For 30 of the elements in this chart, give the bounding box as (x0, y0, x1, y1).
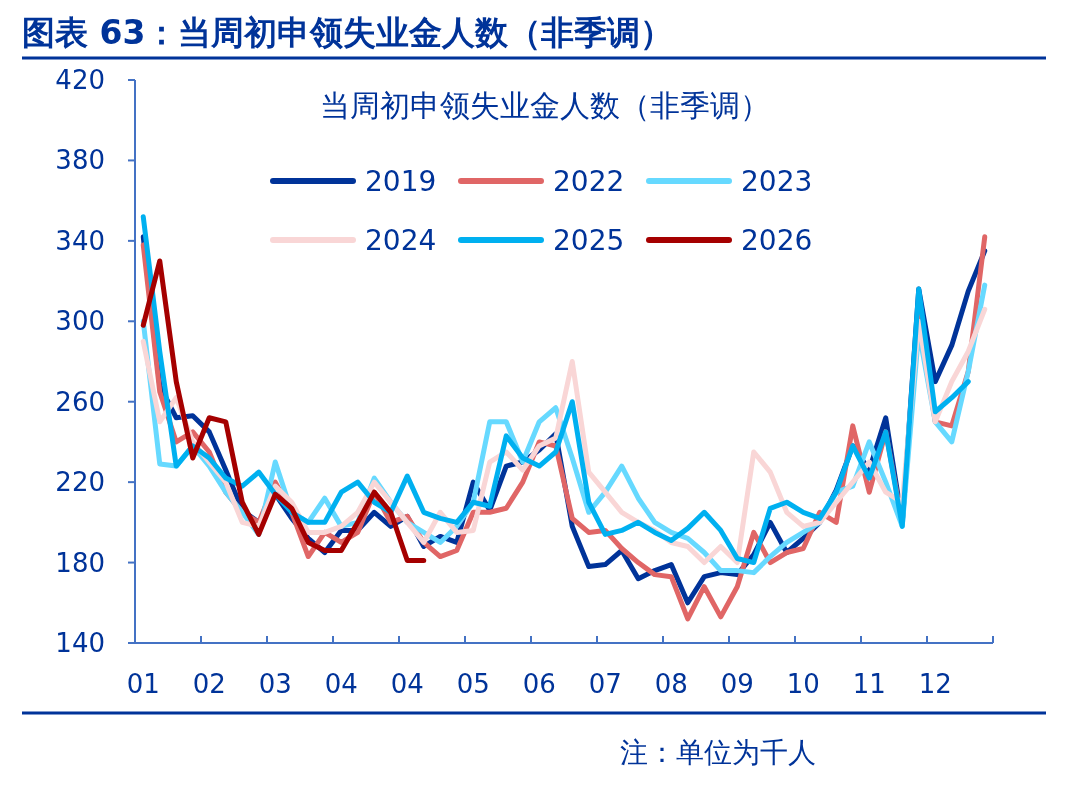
y-tick-label: 180 (55, 547, 105, 578)
x-tick-label: 04 (324, 669, 358, 699)
x-tick-label: 09 (720, 669, 754, 699)
legend-label: 2022 (553, 165, 625, 198)
y-tick-label: 420 (55, 65, 105, 95)
x-tick-label: 08 (654, 669, 688, 699)
x-tick-label: 04 (390, 669, 424, 699)
y-tick-label: 380 (55, 145, 105, 176)
y-tick-label: 260 (55, 386, 105, 417)
legend-label: 2026 (741, 224, 813, 257)
chart-title: 图表 63：当周初申领失业金人数（非季调） (22, 13, 674, 52)
x-tick-label: 06 (522, 669, 556, 699)
legend-label: 2024 (365, 224, 437, 257)
legend-label: 2025 (553, 224, 625, 257)
x-tick-label: 02 (192, 669, 226, 699)
y-tick-label: 300 (55, 306, 105, 337)
chart-subtitle: 当周初申领失业金人数（非季调） (320, 88, 770, 123)
x-tick-label: 11 (852, 669, 886, 699)
y-tick-label: 140 (55, 628, 105, 658)
legend-label: 2023 (741, 165, 813, 198)
legend-label: 2019 (365, 165, 437, 198)
text: 注：单位为千人 (620, 736, 816, 769)
x-tick-label: 01 (126, 669, 160, 699)
y-tick-label: 340 (55, 225, 105, 256)
x-tick-label: 10 (786, 669, 820, 699)
y-tick-label: 220 (55, 467, 105, 498)
x-tick-label: 12 (918, 669, 952, 699)
x-tick-label: 07 (588, 669, 622, 699)
x-tick-label: 05 (456, 669, 490, 699)
x-tick-label: 03 (258, 669, 292, 699)
